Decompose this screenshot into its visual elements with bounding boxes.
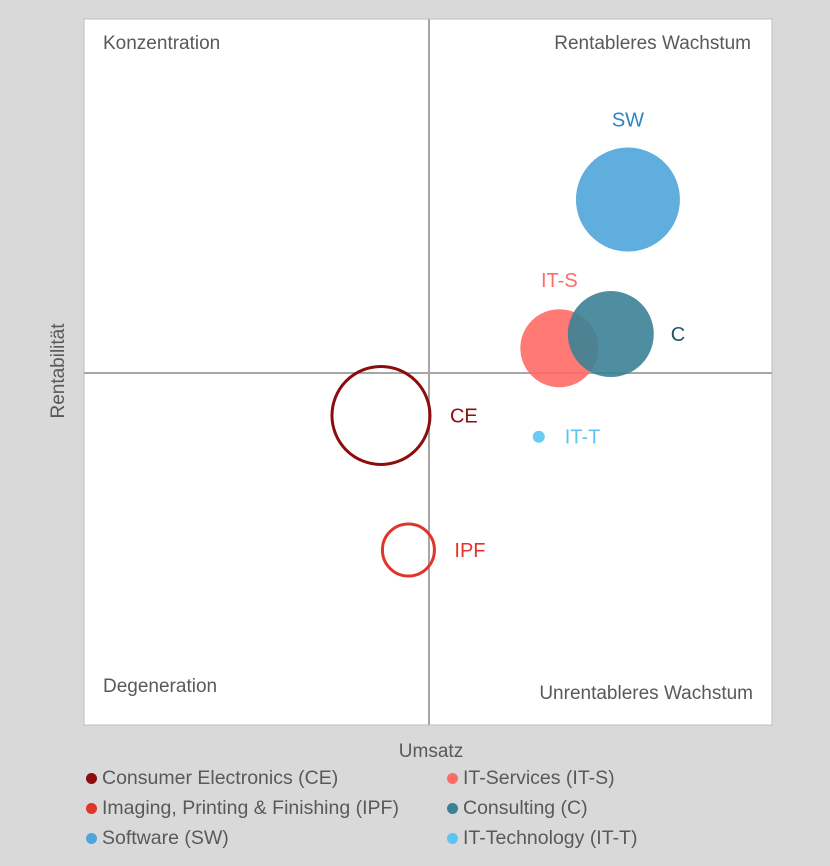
legend-label-it-s: IT-Services (IT-S) (463, 766, 615, 789)
legend-item-ipf: Imaging, Printing & Finishing (IPF) (86, 796, 447, 820)
legend-label-c: Consulting (C) (463, 796, 588, 819)
legend-item-ce: Consumer Electronics (CE) (86, 766, 447, 790)
legend-label-ce: Consumer Electronics (CE) (102, 766, 339, 789)
legend-marker-it-s (447, 772, 458, 784)
x-axis-title: Umsatz (399, 741, 463, 762)
legend-marker-ce (86, 772, 97, 784)
legend-item-c: Consulting (C) (447, 796, 816, 820)
quadrant-label-top-right: Rentableres Wachstum (554, 33, 751, 54)
bubble-label-c: C (671, 324, 685, 346)
bubble-c (567, 291, 654, 378)
bubble-label-ipf: IPF (454, 540, 485, 562)
quadrant-label-top-left: Konzentration (103, 33, 220, 54)
bubble-label-it-t: IT-T (565, 427, 601, 449)
legend-item-sw: Software (SW) (86, 826, 447, 850)
legend-label-it-t: IT-Technology (IT-T) (463, 826, 638, 849)
legend-marker-ipf (86, 802, 97, 814)
legend-marker-c (447, 802, 458, 814)
legend-label-sw: Software (SW) (102, 826, 229, 849)
quadrant-label-bottom-right: Unrentableres Wachstum (539, 683, 753, 704)
bubble-layer: CE IPF SW IT-S C IT-T (330, 110, 685, 578)
bubble-label-it-s: IT-S (541, 270, 578, 292)
bubble-label-ce: CE (450, 405, 478, 427)
legend-label-ipf: Imaging, Printing & Finishing (IPF) (102, 796, 399, 819)
legend-marker-sw (86, 832, 97, 844)
bubble-label-sw: SW (612, 110, 644, 132)
legend-item-it-s: IT-Services (IT-S) (447, 766, 816, 790)
legend-item-it-t: IT-Technology (IT-T) (447, 826, 816, 850)
bubble-it-t (532, 430, 545, 443)
legend-marker-it-t (447, 832, 458, 844)
quadrant-label-bottom-left: Degeneration (103, 676, 217, 697)
bubble-ce (330, 364, 432, 466)
bubble-ipf (380, 522, 436, 578)
y-axis-title: Rentabilität (48, 323, 69, 419)
bubble-sw (575, 147, 680, 252)
legend: Consumer Electronics (CE) IT-Services (IT… (86, 766, 816, 850)
